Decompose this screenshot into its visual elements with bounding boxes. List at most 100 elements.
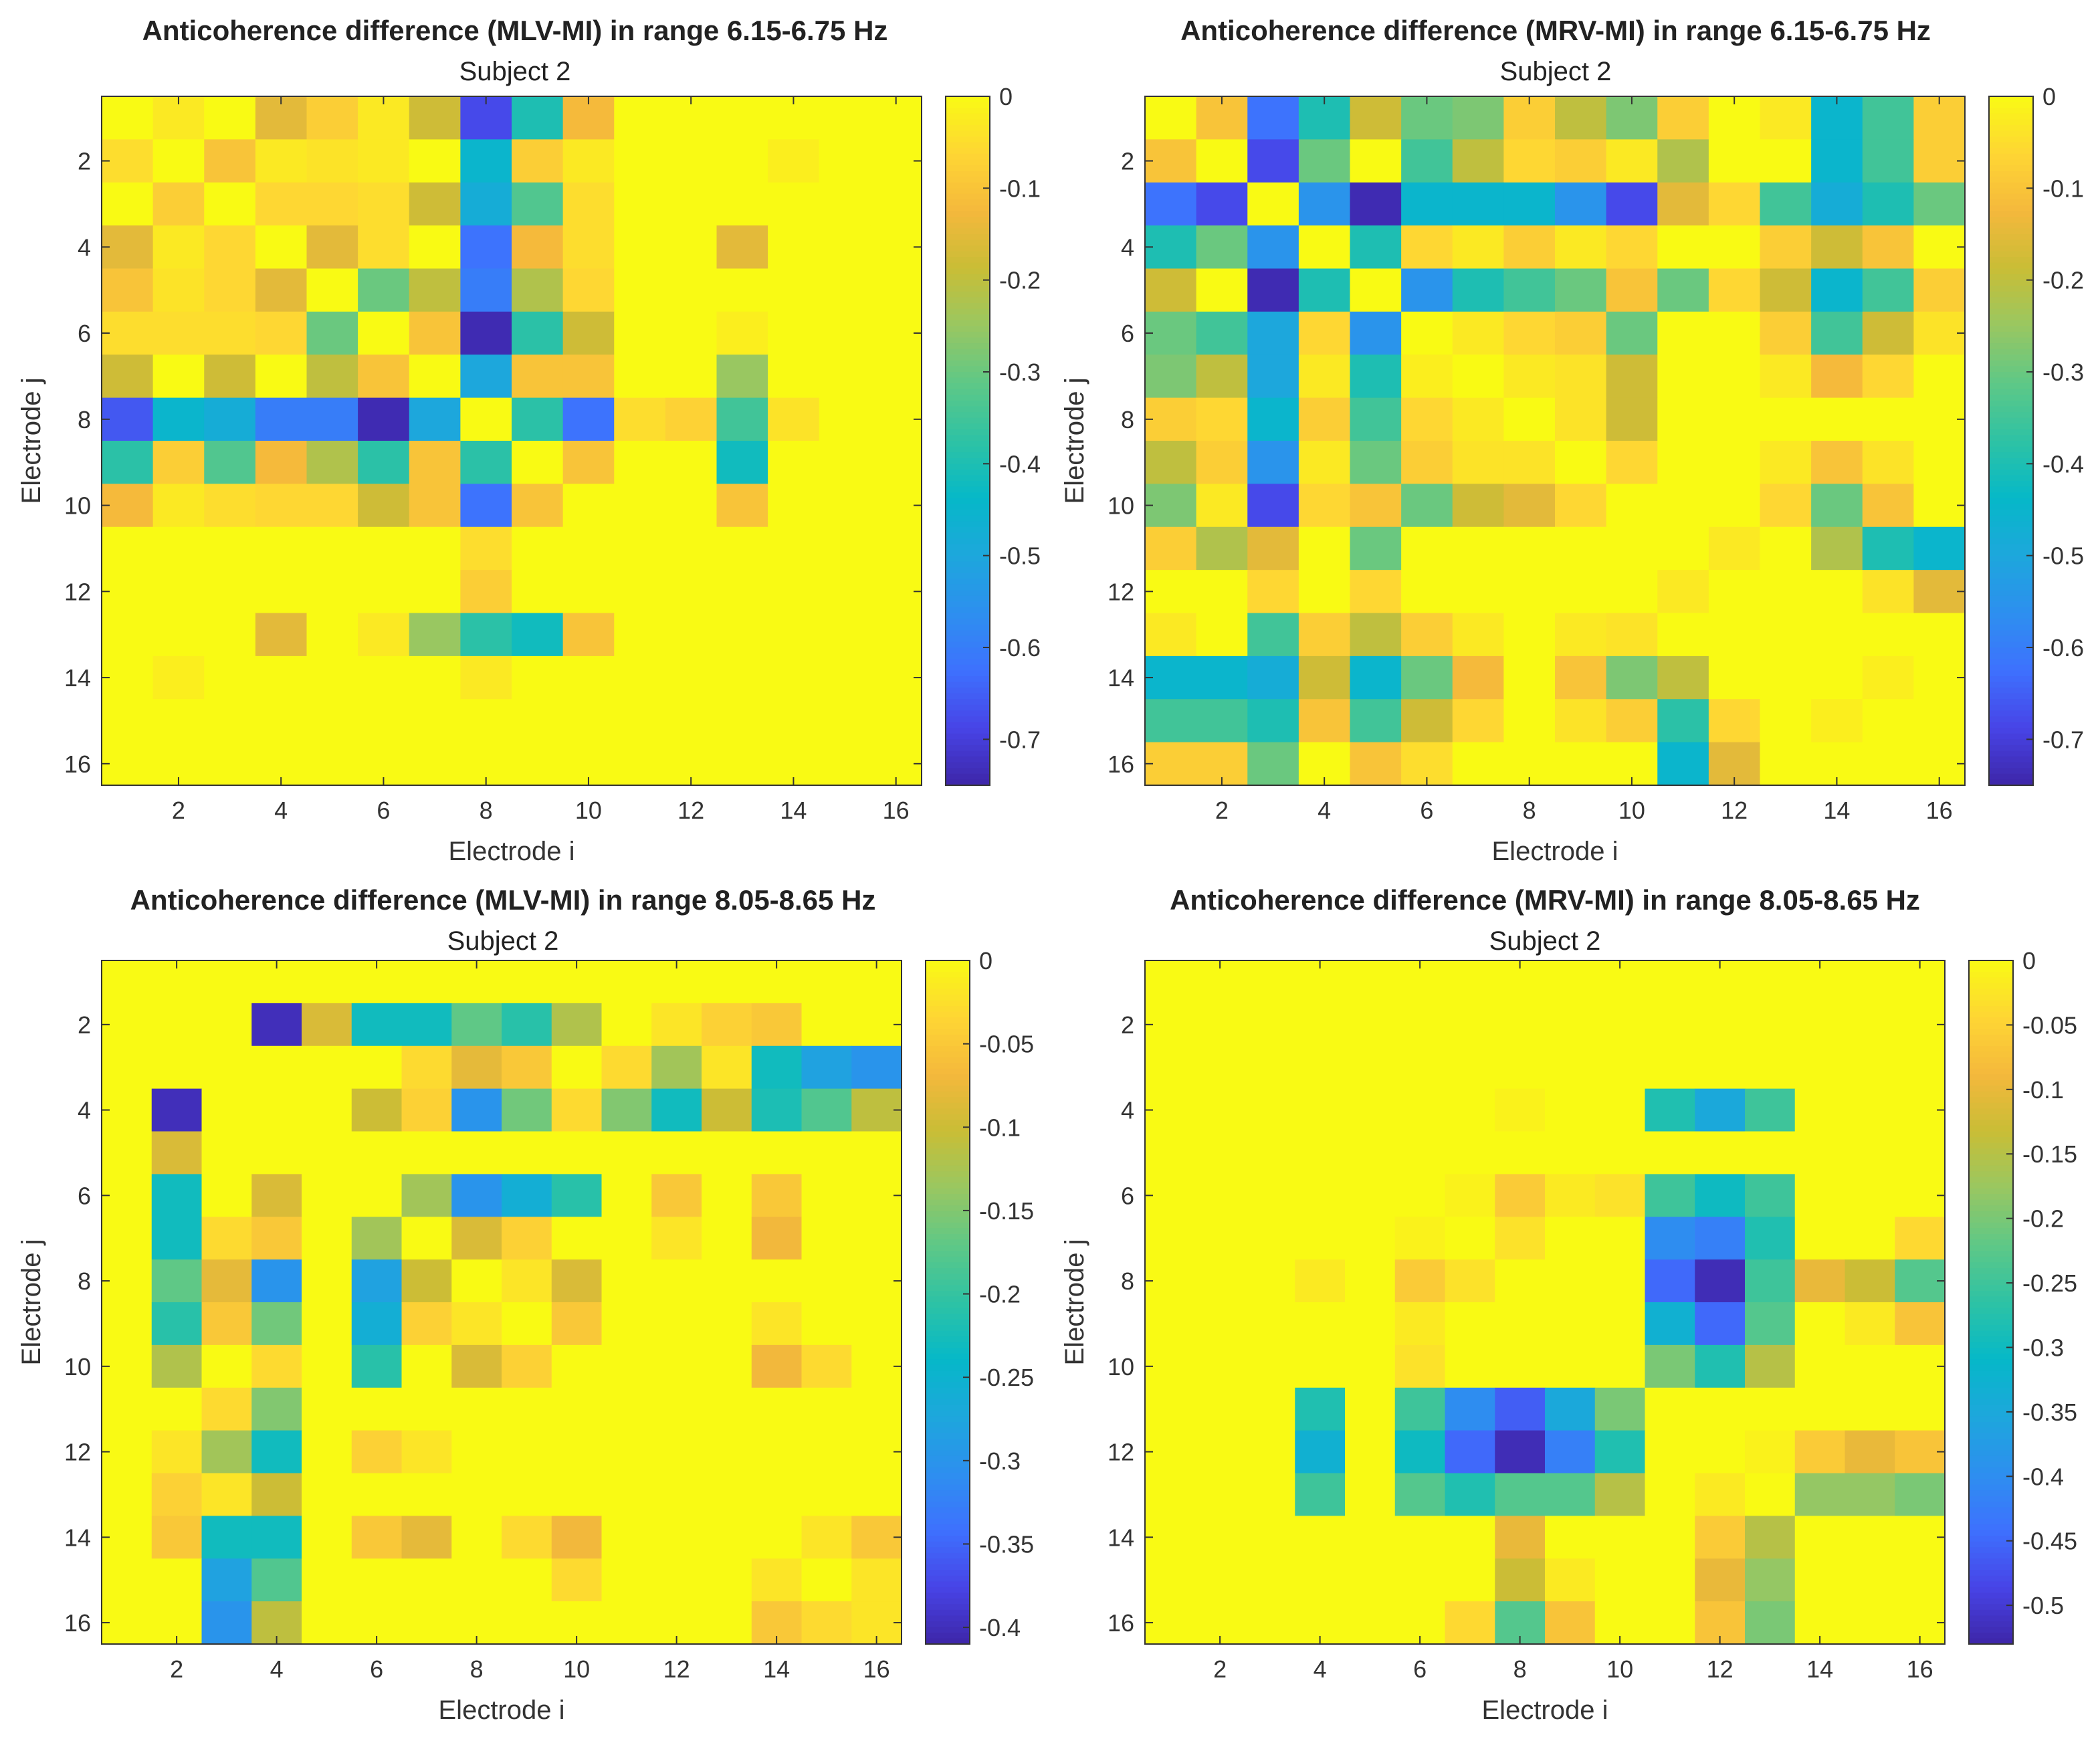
heatmap-cell xyxy=(502,1302,552,1346)
heatmap-cell xyxy=(1245,1344,1295,1389)
heatmap-cell xyxy=(1811,139,1863,183)
colorbar-segment xyxy=(1989,377,2033,384)
heatmap-cell xyxy=(201,1003,252,1047)
colorbar-segment xyxy=(1969,1598,2013,1605)
heatmap-cell xyxy=(716,742,768,786)
heatmap-cell xyxy=(551,1516,603,1559)
colorbar-segment xyxy=(1989,728,2033,734)
colorbar-segment xyxy=(926,1120,970,1126)
heatmap-cell xyxy=(151,1259,203,1303)
heatmap-cell xyxy=(751,1344,803,1389)
heatmap-cell xyxy=(614,397,666,441)
heatmap-cell xyxy=(1555,526,1607,571)
heatmap-cell xyxy=(401,1003,452,1047)
heatmap-cell xyxy=(1145,1473,1196,1516)
heatmap-cell xyxy=(665,613,718,657)
colorbar-segment xyxy=(946,130,990,137)
colorbar-segment xyxy=(926,1604,970,1611)
colorbar-segment xyxy=(926,1006,970,1013)
heatmap-cell xyxy=(351,1558,403,1602)
heatmap-cell xyxy=(1594,1430,1646,1474)
heatmap-cell xyxy=(702,1387,752,1431)
heatmap-cell xyxy=(1145,1430,1196,1474)
colorbar-segment xyxy=(946,193,990,201)
heatmap-cell xyxy=(1394,1387,1446,1431)
heatmap-cell xyxy=(1196,139,1248,183)
colorbar-segment xyxy=(926,1399,970,1405)
heatmap-cell xyxy=(401,1558,452,1602)
heatmap-cell xyxy=(1394,1217,1446,1260)
colorbar-segment xyxy=(946,314,990,321)
colorbar-segment xyxy=(926,1245,970,1251)
colorbar-segment xyxy=(1989,779,2033,786)
colorbar-segment xyxy=(1969,1171,2013,1178)
heatmap-cell xyxy=(1594,1174,1646,1217)
heatmap-cell xyxy=(1794,1088,1846,1132)
y-tick-label: 4 xyxy=(78,1097,91,1124)
heatmap-cell xyxy=(1606,268,1658,312)
heatmap-cell xyxy=(1245,1217,1295,1260)
heatmap-cell xyxy=(1298,484,1351,528)
colorbar-segment xyxy=(926,1461,970,1468)
plot-frame xyxy=(101,960,902,1645)
heatmap-cell xyxy=(751,1217,803,1260)
colorbar-segment xyxy=(1989,773,2033,781)
heatmap-cell xyxy=(751,1045,803,1090)
heatmap-cell xyxy=(512,182,564,226)
heatmap-cell xyxy=(152,699,205,743)
colorbar-segment xyxy=(1989,366,2033,373)
heatmap-cell xyxy=(1794,1516,1846,1559)
colorbar-segment xyxy=(926,1183,970,1189)
heatmap-cell xyxy=(1495,1003,1546,1047)
colorbar-segment xyxy=(926,1558,970,1565)
colorbar-segment xyxy=(946,417,990,424)
heatmap-cell xyxy=(102,1259,152,1303)
colorbar-segment xyxy=(1969,1370,2013,1377)
heatmap-cell xyxy=(451,1045,502,1090)
colorbar-segment xyxy=(1969,1023,2013,1029)
heatmap-cell xyxy=(1247,96,1299,140)
heatmap-cell xyxy=(302,960,352,1004)
heatmap-cell xyxy=(716,182,768,226)
colorbar-segment xyxy=(1989,348,2033,355)
heatmap-cell xyxy=(1350,613,1402,657)
heatmap-cell xyxy=(1695,1430,1746,1474)
heatmap-cell xyxy=(102,1174,152,1217)
colorbar-segment xyxy=(946,262,990,270)
colorbar-segment xyxy=(946,481,990,488)
heatmap-cell xyxy=(1503,268,1556,312)
heatmap-cell xyxy=(601,1516,652,1559)
colorbar-segment xyxy=(1989,274,2033,281)
heatmap-cell xyxy=(451,1259,502,1303)
heatmap-cell xyxy=(358,354,410,399)
heatmap-cell xyxy=(801,1516,852,1559)
heatmap-cell xyxy=(102,1003,152,1047)
heatmap-cell xyxy=(551,1131,603,1174)
heatmap-cell xyxy=(1606,139,1658,183)
colorbar-segment xyxy=(1969,1387,2013,1394)
chart-title: Anticoherence difference (MLV-MI) in ran… xyxy=(142,15,888,46)
colorbar-segment xyxy=(946,457,990,464)
heatmap-cell xyxy=(1913,225,1966,270)
heatmap-cell xyxy=(1845,1302,1895,1346)
heatmap-cell xyxy=(1401,484,1453,528)
heatmap-cell xyxy=(1657,354,1709,399)
colorbar-segment xyxy=(1989,561,2033,568)
heatmap-cell xyxy=(251,1131,302,1174)
heatmap-cell xyxy=(1745,1259,1796,1303)
heatmap-cell xyxy=(1495,1217,1546,1260)
colorbar-segment xyxy=(1969,1353,2013,1360)
heatmap-cell xyxy=(562,484,615,528)
heatmap-cell xyxy=(502,1473,552,1516)
heatmap-cell xyxy=(870,268,922,312)
heatmap-cell xyxy=(870,526,922,571)
heatmap-cell xyxy=(152,139,205,183)
heatmap-cell xyxy=(1895,1217,1946,1260)
heatmap-cell xyxy=(1295,1473,1346,1516)
heatmap-cell xyxy=(1295,1558,1346,1602)
colorbar-segment xyxy=(1969,1148,2013,1155)
colorbar-segment xyxy=(946,308,990,315)
heatmap-cell xyxy=(1194,1003,1246,1047)
colorbar-segment xyxy=(1969,1290,2013,1298)
colorbar-segment xyxy=(946,217,990,223)
